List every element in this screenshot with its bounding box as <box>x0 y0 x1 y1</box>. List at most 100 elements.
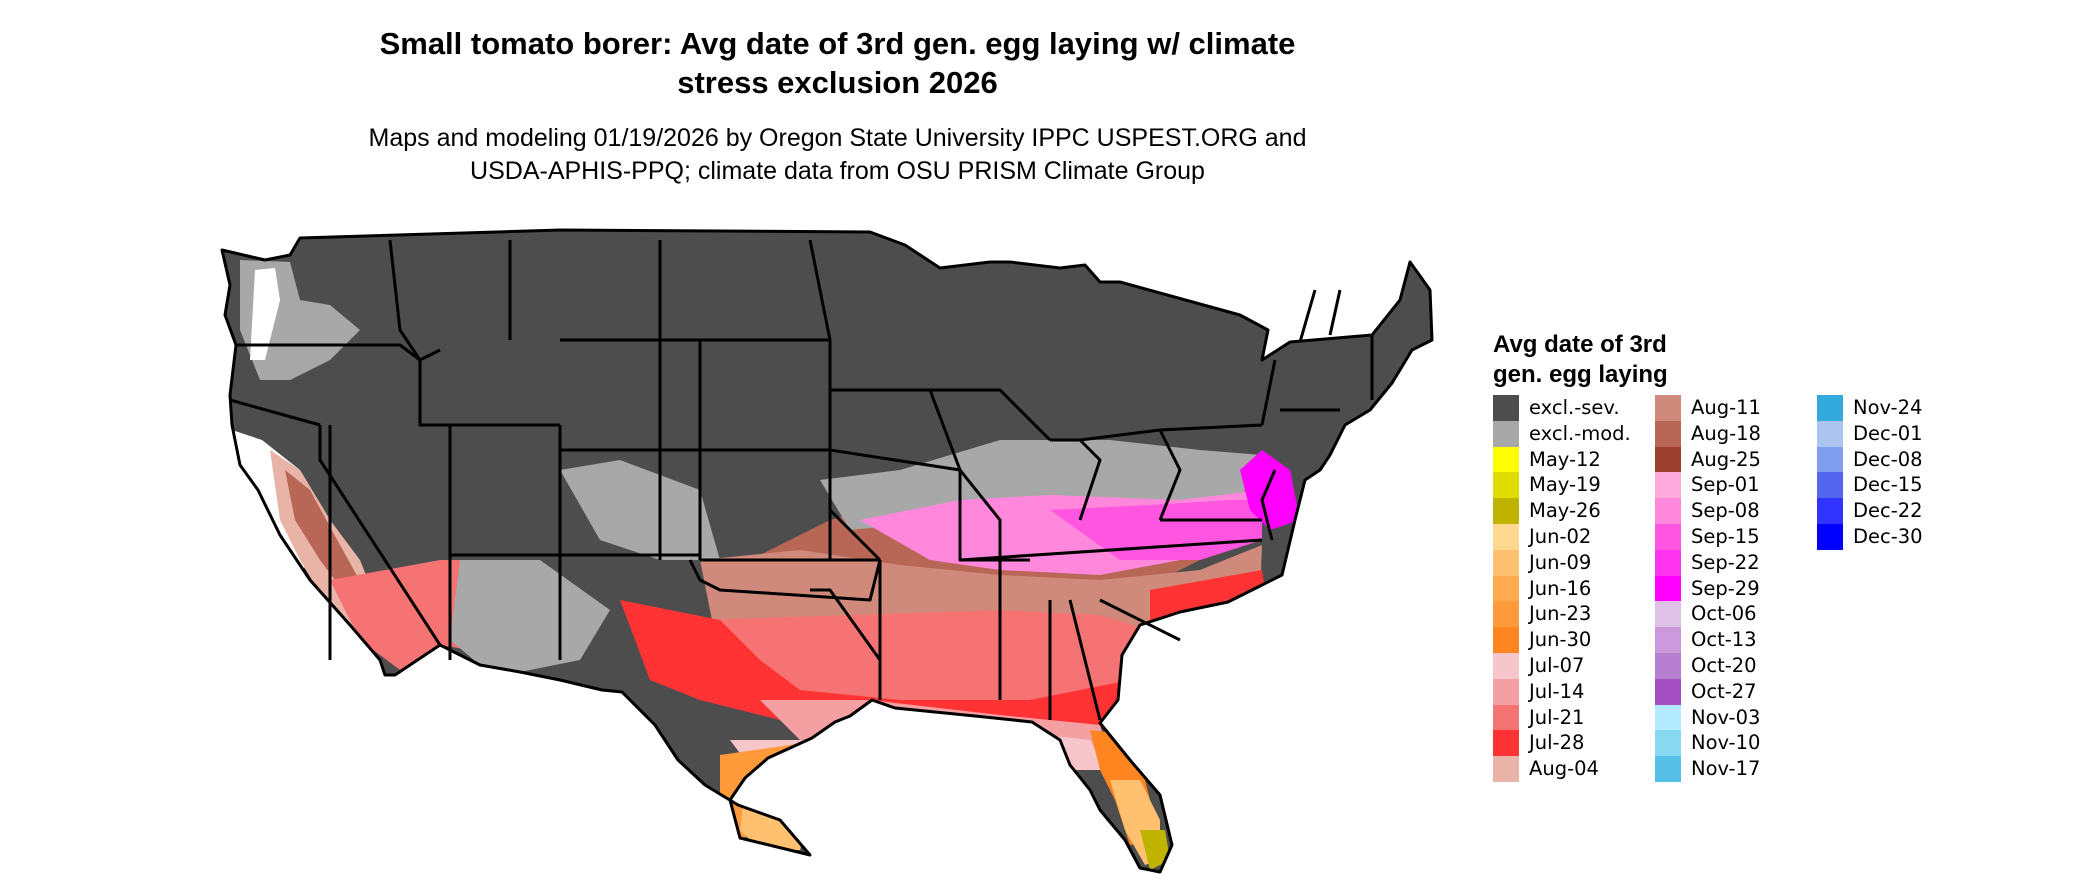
legend-label: Jun-09 <box>1529 550 1592 574</box>
legend-label: Sep-22 <box>1691 550 1760 574</box>
legend-swatch <box>1655 601 1681 628</box>
legend-swatch <box>1817 446 1843 473</box>
legend: excl.-sev. excl.-mod. May-12 May-19 May-26 Ju… <box>1493 395 1963 795</box>
legend-item: Nov-10 <box>1655 730 1815 757</box>
legend-item: Jun-09 <box>1493 549 1653 576</box>
legend-swatch <box>1655 653 1681 679</box>
legend-item: Sep-29 <box>1655 575 1815 602</box>
legend-swatch <box>1493 627 1519 654</box>
legend-item: excl.-sev. <box>1493 395 1653 421</box>
legend-swatch <box>1655 549 1681 576</box>
legend-swatch <box>1493 446 1519 473</box>
legend-label: Jul-07 <box>1529 654 1585 677</box>
legend-label: Nov-03 <box>1691 705 1761 729</box>
legend-swatch <box>1817 395 1843 421</box>
legend-item: Jun-16 <box>1493 575 1653 602</box>
legend-swatch <box>1655 524 1681 550</box>
legend-item: Oct-06 <box>1655 601 1815 628</box>
legend-item: Nov-17 <box>1655 756 1815 783</box>
legend-label: Sep-01 <box>1691 473 1760 497</box>
legend-item: Sep-15 <box>1655 524 1815 550</box>
legend-item: Aug-25 <box>1655 446 1815 473</box>
legend-item: Aug-04 <box>1493 756 1653 783</box>
legend-label: Jul-21 <box>1529 705 1585 729</box>
legend-item: Nov-03 <box>1655 704 1815 731</box>
legend-label: Sep-08 <box>1691 499 1760 523</box>
legend-swatch <box>1493 420 1519 447</box>
legend-swatch <box>1655 704 1681 731</box>
legend-swatch <box>1493 498 1519 525</box>
legend-label: Nov-17 <box>1691 757 1761 781</box>
map-subtitle-line-2: USDA-APHIS-PPQ; climate data from OSU PR… <box>470 157 1205 185</box>
legend-swatch <box>1655 575 1681 602</box>
legend-label: Aug-25 <box>1691 447 1761 471</box>
legend-swatch <box>1493 730 1519 757</box>
legend-swatch <box>1493 524 1519 550</box>
legend-swatch <box>1493 472 1519 499</box>
legend-swatch <box>1655 446 1681 473</box>
legend-label: Jul-28 <box>1529 731 1585 755</box>
legend-label: Oct-27 <box>1691 679 1757 703</box>
legend-label: Jun-02 <box>1529 525 1592 548</box>
legend-label: Jul-14 <box>1529 679 1585 703</box>
legend-title-line-2: gen. egg laying <box>1493 361 1668 388</box>
legend-item: excl.-mod. <box>1493 420 1653 447</box>
legend-item: Jun-02 <box>1493 524 1653 550</box>
legend-item: May-26 <box>1493 498 1653 525</box>
legend-item: Oct-13 <box>1655 627 1815 654</box>
legend-swatch <box>1493 704 1519 731</box>
legend-label: Aug-11 <box>1691 396 1761 419</box>
legend-item: Nov-24 <box>1817 395 1977 421</box>
legend-label: Aug-04 <box>1529 757 1599 781</box>
legend-label: Oct-06 <box>1691 602 1757 626</box>
legend-item: Sep-22 <box>1655 549 1815 576</box>
legend-item: Jul-14 <box>1493 678 1653 705</box>
legend-label: Dec-30 <box>1853 525 1923 548</box>
legend-item: Dec-08 <box>1817 446 1977 473</box>
legend-item: Dec-01 <box>1817 420 1977 447</box>
legend-label: May-12 <box>1529 447 1601 471</box>
legend-item: Aug-18 <box>1655 420 1815 447</box>
legend-item: Jul-28 <box>1493 730 1653 757</box>
legend-label: Jun-16 <box>1529 576 1592 600</box>
legend-swatch <box>1493 575 1519 602</box>
legend-item: Aug-11 <box>1655 395 1815 421</box>
legend-label: Sep-15 <box>1691 525 1760 548</box>
legend-swatch <box>1493 601 1519 628</box>
legend-label: Dec-08 <box>1853 447 1923 471</box>
legend-label: Sep-29 <box>1691 576 1760 600</box>
legend-label: Dec-01 <box>1853 421 1923 445</box>
legend-swatch <box>1655 678 1681 705</box>
legend-item: Sep-08 <box>1655 498 1815 525</box>
legend-label: Aug-18 <box>1691 421 1761 445</box>
legend-item: May-12 <box>1493 446 1653 473</box>
map-subtitle: Maps and modeling 01/19/2026 by Oregon S… <box>0 122 1675 188</box>
legend-swatch <box>1817 498 1843 525</box>
legend-title-line-1: Avg date of 3rd <box>1493 331 1667 358</box>
legend-label: Jun-30 <box>1529 628 1592 652</box>
legend-label: Nov-10 <box>1691 731 1761 755</box>
legend-swatch <box>1493 395 1519 421</box>
legend-title: Avg date of 3rd gen. egg laying <box>1493 330 1668 390</box>
legend-swatch <box>1655 730 1681 757</box>
legend-label: excl.-mod. <box>1529 421 1631 445</box>
legend-item: Dec-15 <box>1817 472 1977 499</box>
legend-swatch <box>1817 472 1843 499</box>
legend-swatch <box>1655 395 1681 421</box>
legend-swatch <box>1493 678 1519 705</box>
legend-item: Oct-27 <box>1655 678 1815 705</box>
legend-swatch <box>1655 498 1681 525</box>
legend-swatch <box>1655 756 1681 783</box>
legend-label: Oct-13 <box>1691 628 1757 652</box>
legend-swatch <box>1655 627 1681 654</box>
legend-item: Jul-07 <box>1493 653 1653 679</box>
state-borders <box>220 228 1434 874</box>
legend-label: May-26 <box>1529 499 1601 523</box>
legend-swatch <box>1655 472 1681 499</box>
map-subtitle-line-1: Maps and modeling 01/19/2026 by Oregon S… <box>368 124 1307 152</box>
map-title: Small tomato borer: Avg date of 3rd gen.… <box>0 24 1675 102</box>
map-title-line-1: Small tomato borer: Avg date of 3rd gen.… <box>379 26 1296 61</box>
legend-item: May-19 <box>1493 472 1653 499</box>
legend-swatch <box>1493 756 1519 783</box>
